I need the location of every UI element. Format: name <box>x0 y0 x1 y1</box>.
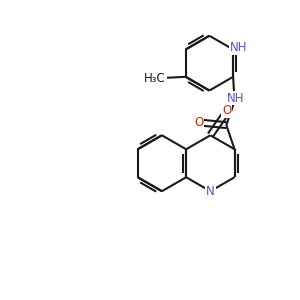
Text: H₃C: H₃C <box>144 71 166 85</box>
Text: O: O <box>194 116 203 129</box>
Text: NH: NH <box>230 41 247 55</box>
Text: O: O <box>222 104 231 117</box>
Text: N: N <box>206 185 215 198</box>
Text: NH: NH <box>226 92 244 104</box>
